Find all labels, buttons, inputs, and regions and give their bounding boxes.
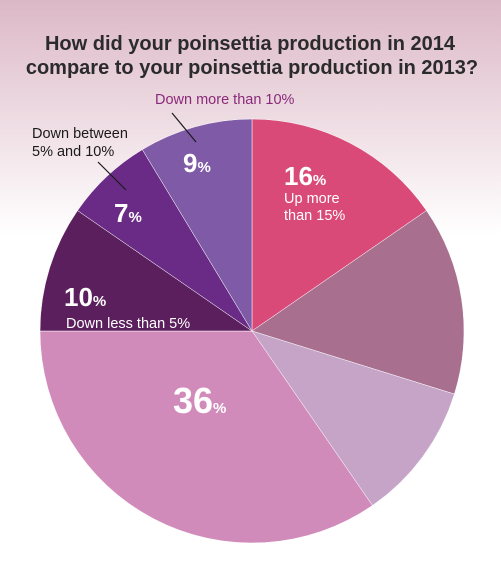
pie-slice-3 bbox=[39, 330, 373, 544]
pct-label-up-more: 16% bbox=[284, 161, 326, 191]
label-down-more: Down more than 10% bbox=[155, 92, 295, 108]
label-down-less: Down less than 5% bbox=[66, 316, 190, 332]
pie-slice-6 bbox=[141, 118, 253, 332]
pct-label-down-more: 9% bbox=[183, 148, 211, 178]
chart-title-line-2: compare to your poinsettia production in… bbox=[26, 57, 478, 79]
pct-label-down-between: 7% bbox=[114, 198, 142, 228]
label-down-between-line-2: 5% and 10% bbox=[32, 144, 114, 160]
leader-line-down-between bbox=[97, 161, 127, 191]
label-down-between-line-1: Down between bbox=[32, 126, 128, 142]
pct-label-down-less: 10% bbox=[64, 282, 106, 312]
label-up-more-line-1: Up more bbox=[284, 191, 340, 207]
label-up-more-line-2: than 15% bbox=[284, 208, 345, 224]
chart-title-line-1: How did your poinsettia production in 20… bbox=[45, 33, 456, 55]
leader-line-down-more bbox=[171, 112, 197, 143]
pie-slice-2 bbox=[251, 330, 455, 506]
pct-label-largest: 36% bbox=[173, 380, 226, 421]
pie-slices bbox=[39, 118, 465, 544]
pie-slice-4 bbox=[39, 210, 253, 332]
pie-slice-0 bbox=[251, 118, 427, 332]
pie-slice-1 bbox=[251, 210, 465, 395]
